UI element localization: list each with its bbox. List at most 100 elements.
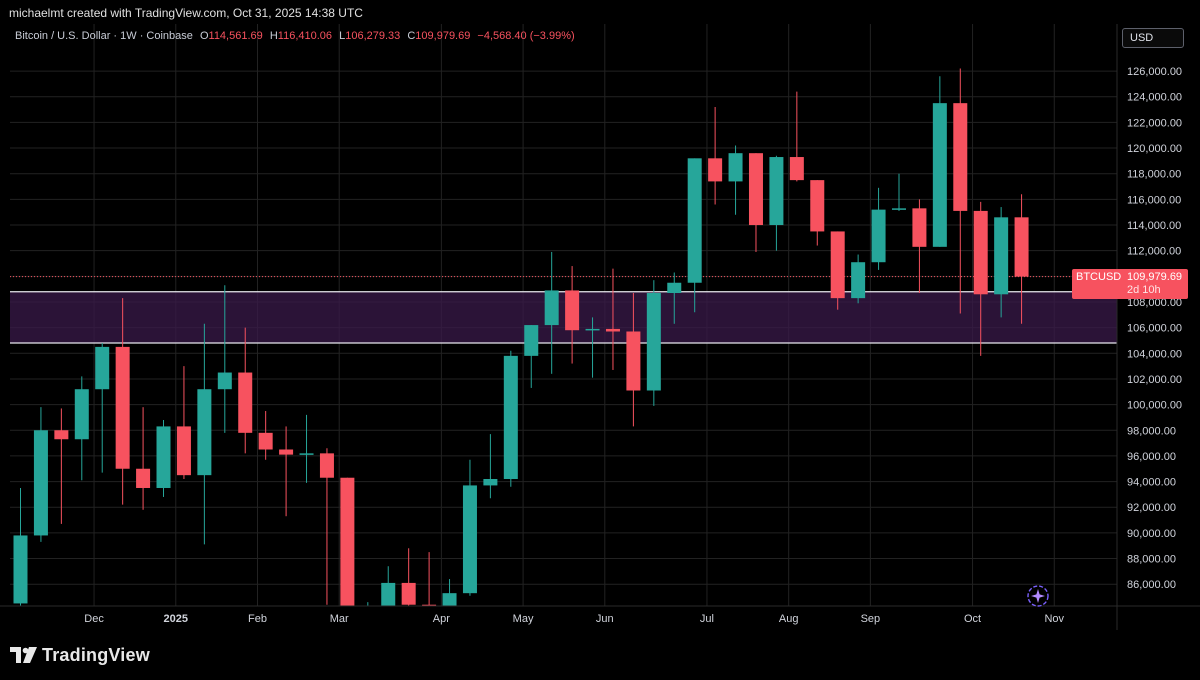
candle-up <box>544 251 559 374</box>
candle-body <box>544 290 559 326</box>
sparkle-icon[interactable] <box>1027 585 1049 607</box>
candle-body <box>401 582 416 605</box>
candle-body <box>422 604 437 606</box>
support-zone <box>10 276 1117 344</box>
candle-up <box>197 323 212 545</box>
price-tick-label: 104,000.00 <box>1127 348 1182 360</box>
candle-up <box>74 376 89 481</box>
time-tick-label: Sep <box>861 613 881 625</box>
chart-frame[interactable]: 86,000.00 88,000.00 90,000.00 92,000.00 94,0… <box>0 24 1200 630</box>
candle-body <box>483 479 498 486</box>
candle-down <box>748 153 763 252</box>
candle-up <box>646 280 661 406</box>
candle-down <box>789 91 804 182</box>
candle-up <box>217 285 232 433</box>
candle-body <box>605 328 620 332</box>
price-tick-label: 98,000.00 <box>1127 425 1176 437</box>
candle-body <box>667 282 682 294</box>
time-tick-label: Oct <box>964 613 981 625</box>
candle-down <box>422 552 437 606</box>
time-tick-label: Jul <box>700 613 714 625</box>
axes: 86,000.00 88,000.00 90,000.00 92,000.00 94,0… <box>0 24 1200 630</box>
candles <box>13 68 1029 606</box>
price-tick-label: 126,000.00 <box>1127 66 1182 78</box>
candle-body <box>238 372 253 433</box>
candle-up <box>932 76 947 247</box>
price-tick-label: 106,000.00 <box>1127 323 1182 335</box>
price-tick-label: 124,000.00 <box>1127 92 1182 104</box>
price-tick-label: 100,000.00 <box>1127 400 1182 412</box>
tradingview-brand: TradingView <box>10 643 150 667</box>
candle-up <box>33 407 48 542</box>
low-label: L <box>339 30 346 42</box>
candle-body <box>994 217 1009 295</box>
time-tick-label: Apr <box>433 613 450 625</box>
candle-down <box>238 327 253 454</box>
price-tick-label: 116,000.00 <box>1127 194 1181 206</box>
high-value: 116,410.06 <box>277 30 333 42</box>
candle-body <box>728 153 743 182</box>
candle-down <box>340 477 355 606</box>
candle-down <box>115 298 130 505</box>
open-label: O <box>199 30 209 42</box>
candle-body <box>115 346 130 469</box>
candle-body <box>258 432 273 450</box>
candle-body <box>932 103 947 247</box>
candle-up <box>524 325 539 388</box>
candlestick-chart[interactable]: 86,000.00 88,000.00 90,000.00 92,000.00 94,0… <box>0 24 1200 630</box>
price-tag-countdown: 2d 10h <box>1127 284 1161 296</box>
candle-series <box>13 68 1029 606</box>
currency-button[interactable]: USD <box>1122 28 1184 48</box>
tradingview-logo-icon <box>10 647 37 663</box>
candle-body <box>340 477 355 606</box>
chart-credit: michaelmt created with TradingView.com, … <box>9 6 363 20</box>
candle-body <box>871 209 886 263</box>
candle-up <box>503 350 518 487</box>
candle-body <box>13 535 28 604</box>
high-label: H <box>269 30 278 42</box>
candle-body <box>95 346 110 390</box>
time-tick-label: May <box>513 613 534 625</box>
candle-body <box>197 389 212 476</box>
candle-body <box>279 449 294 455</box>
change-value: −4,568.40 (−3.99%) <box>477 30 575 42</box>
candle-body <box>708 158 723 182</box>
candle-body <box>33 430 48 536</box>
candle-down <box>973 201 988 356</box>
candle-body <box>810 180 825 232</box>
price-tick-label: 92,000.00 <box>1127 502 1176 514</box>
ohlc-legend: Bitcoin / U.S. Dollar · 1W · Coinbase O1… <box>15 30 575 42</box>
candle-body <box>646 293 661 391</box>
candle-down <box>605 268 620 370</box>
candle-down <box>54 408 69 524</box>
candle-body <box>830 231 845 299</box>
tradingview-wordmark: TradingView <box>42 644 150 665</box>
price-tick-label: 96,000.00 <box>1127 451 1176 463</box>
candle-up <box>687 158 702 313</box>
candle-body <box>851 262 866 299</box>
candle-down <box>401 548 416 606</box>
candle-body <box>565 290 580 331</box>
candle-down <box>626 293 641 427</box>
candle-body <box>503 355 518 480</box>
candle-body <box>626 331 641 391</box>
price-tick-label: 120,000.00 <box>1127 143 1182 155</box>
time-tick-label: Aug <box>779 613 799 625</box>
candle-body <box>217 372 232 390</box>
candle-body <box>687 158 702 283</box>
last-price-tag: BTCUSD 109,979.69 2d 10h <box>1072 269 1188 299</box>
low-value: 106,279.33 <box>345 30 401 42</box>
candle-body <box>176 426 191 476</box>
candle-up <box>871 187 886 270</box>
candle-up <box>156 420 171 497</box>
candle-up <box>891 173 906 211</box>
price-tick-label: 94,000.00 <box>1127 477 1176 489</box>
price-tick-label: 86,000.00 <box>1127 579 1176 591</box>
open-value: 114,561.69 <box>208 30 263 42</box>
time-tick-label: Mar <box>330 613 349 625</box>
candle-up <box>667 272 682 324</box>
time-tick-label: 2025 <box>164 613 188 625</box>
price-tick-label: 88,000.00 <box>1127 554 1176 566</box>
candle-down <box>708 107 723 205</box>
candle-down <box>810 180 825 246</box>
